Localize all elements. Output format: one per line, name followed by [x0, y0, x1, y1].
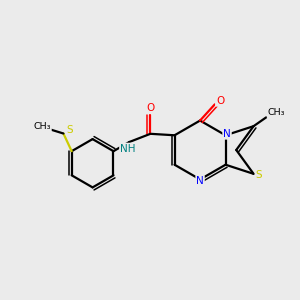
- Text: CH₃: CH₃: [268, 108, 285, 117]
- Text: O: O: [146, 103, 154, 113]
- Text: N: N: [223, 129, 231, 139]
- Text: S: S: [256, 170, 262, 180]
- Text: S: S: [67, 125, 73, 135]
- Text: N: N: [196, 176, 204, 186]
- Text: O: O: [216, 96, 224, 106]
- Text: CH₃: CH₃: [34, 122, 51, 131]
- Text: NH: NH: [120, 143, 136, 154]
